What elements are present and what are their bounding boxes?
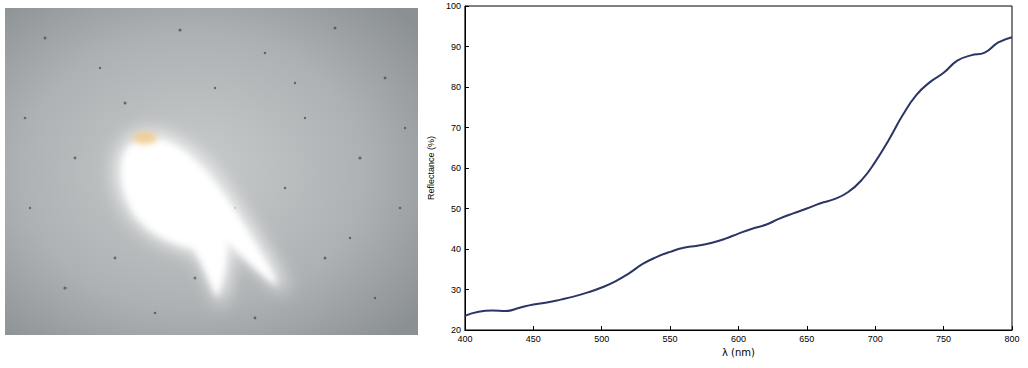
svg-text:400: 400: [457, 334, 472, 344]
svg-text:40: 40: [451, 244, 461, 254]
svg-text:800: 800: [1004, 334, 1019, 344]
svg-text:650: 650: [799, 334, 814, 344]
svg-text:80: 80: [451, 82, 461, 92]
svg-text:30: 30: [451, 285, 461, 295]
svg-text:550: 550: [663, 334, 678, 344]
svg-text:70: 70: [451, 123, 461, 133]
svg-text:λ (nm): λ (nm): [722, 347, 755, 358]
svg-text:450: 450: [526, 334, 541, 344]
svg-text:20: 20: [450, 325, 461, 335]
svg-text:500: 500: [594, 334, 609, 344]
svg-text:90: 90: [451, 42, 461, 52]
svg-text:600: 600: [731, 334, 746, 344]
svg-text:100: 100: [446, 1, 461, 11]
svg-text:700: 700: [868, 334, 883, 344]
svg-text:750: 750: [936, 334, 951, 344]
svg-text:50: 50: [451, 204, 461, 214]
svg-text:60: 60: [451, 163, 461, 173]
svg-text:Reflectance (%): Reflectance (%): [426, 136, 436, 200]
